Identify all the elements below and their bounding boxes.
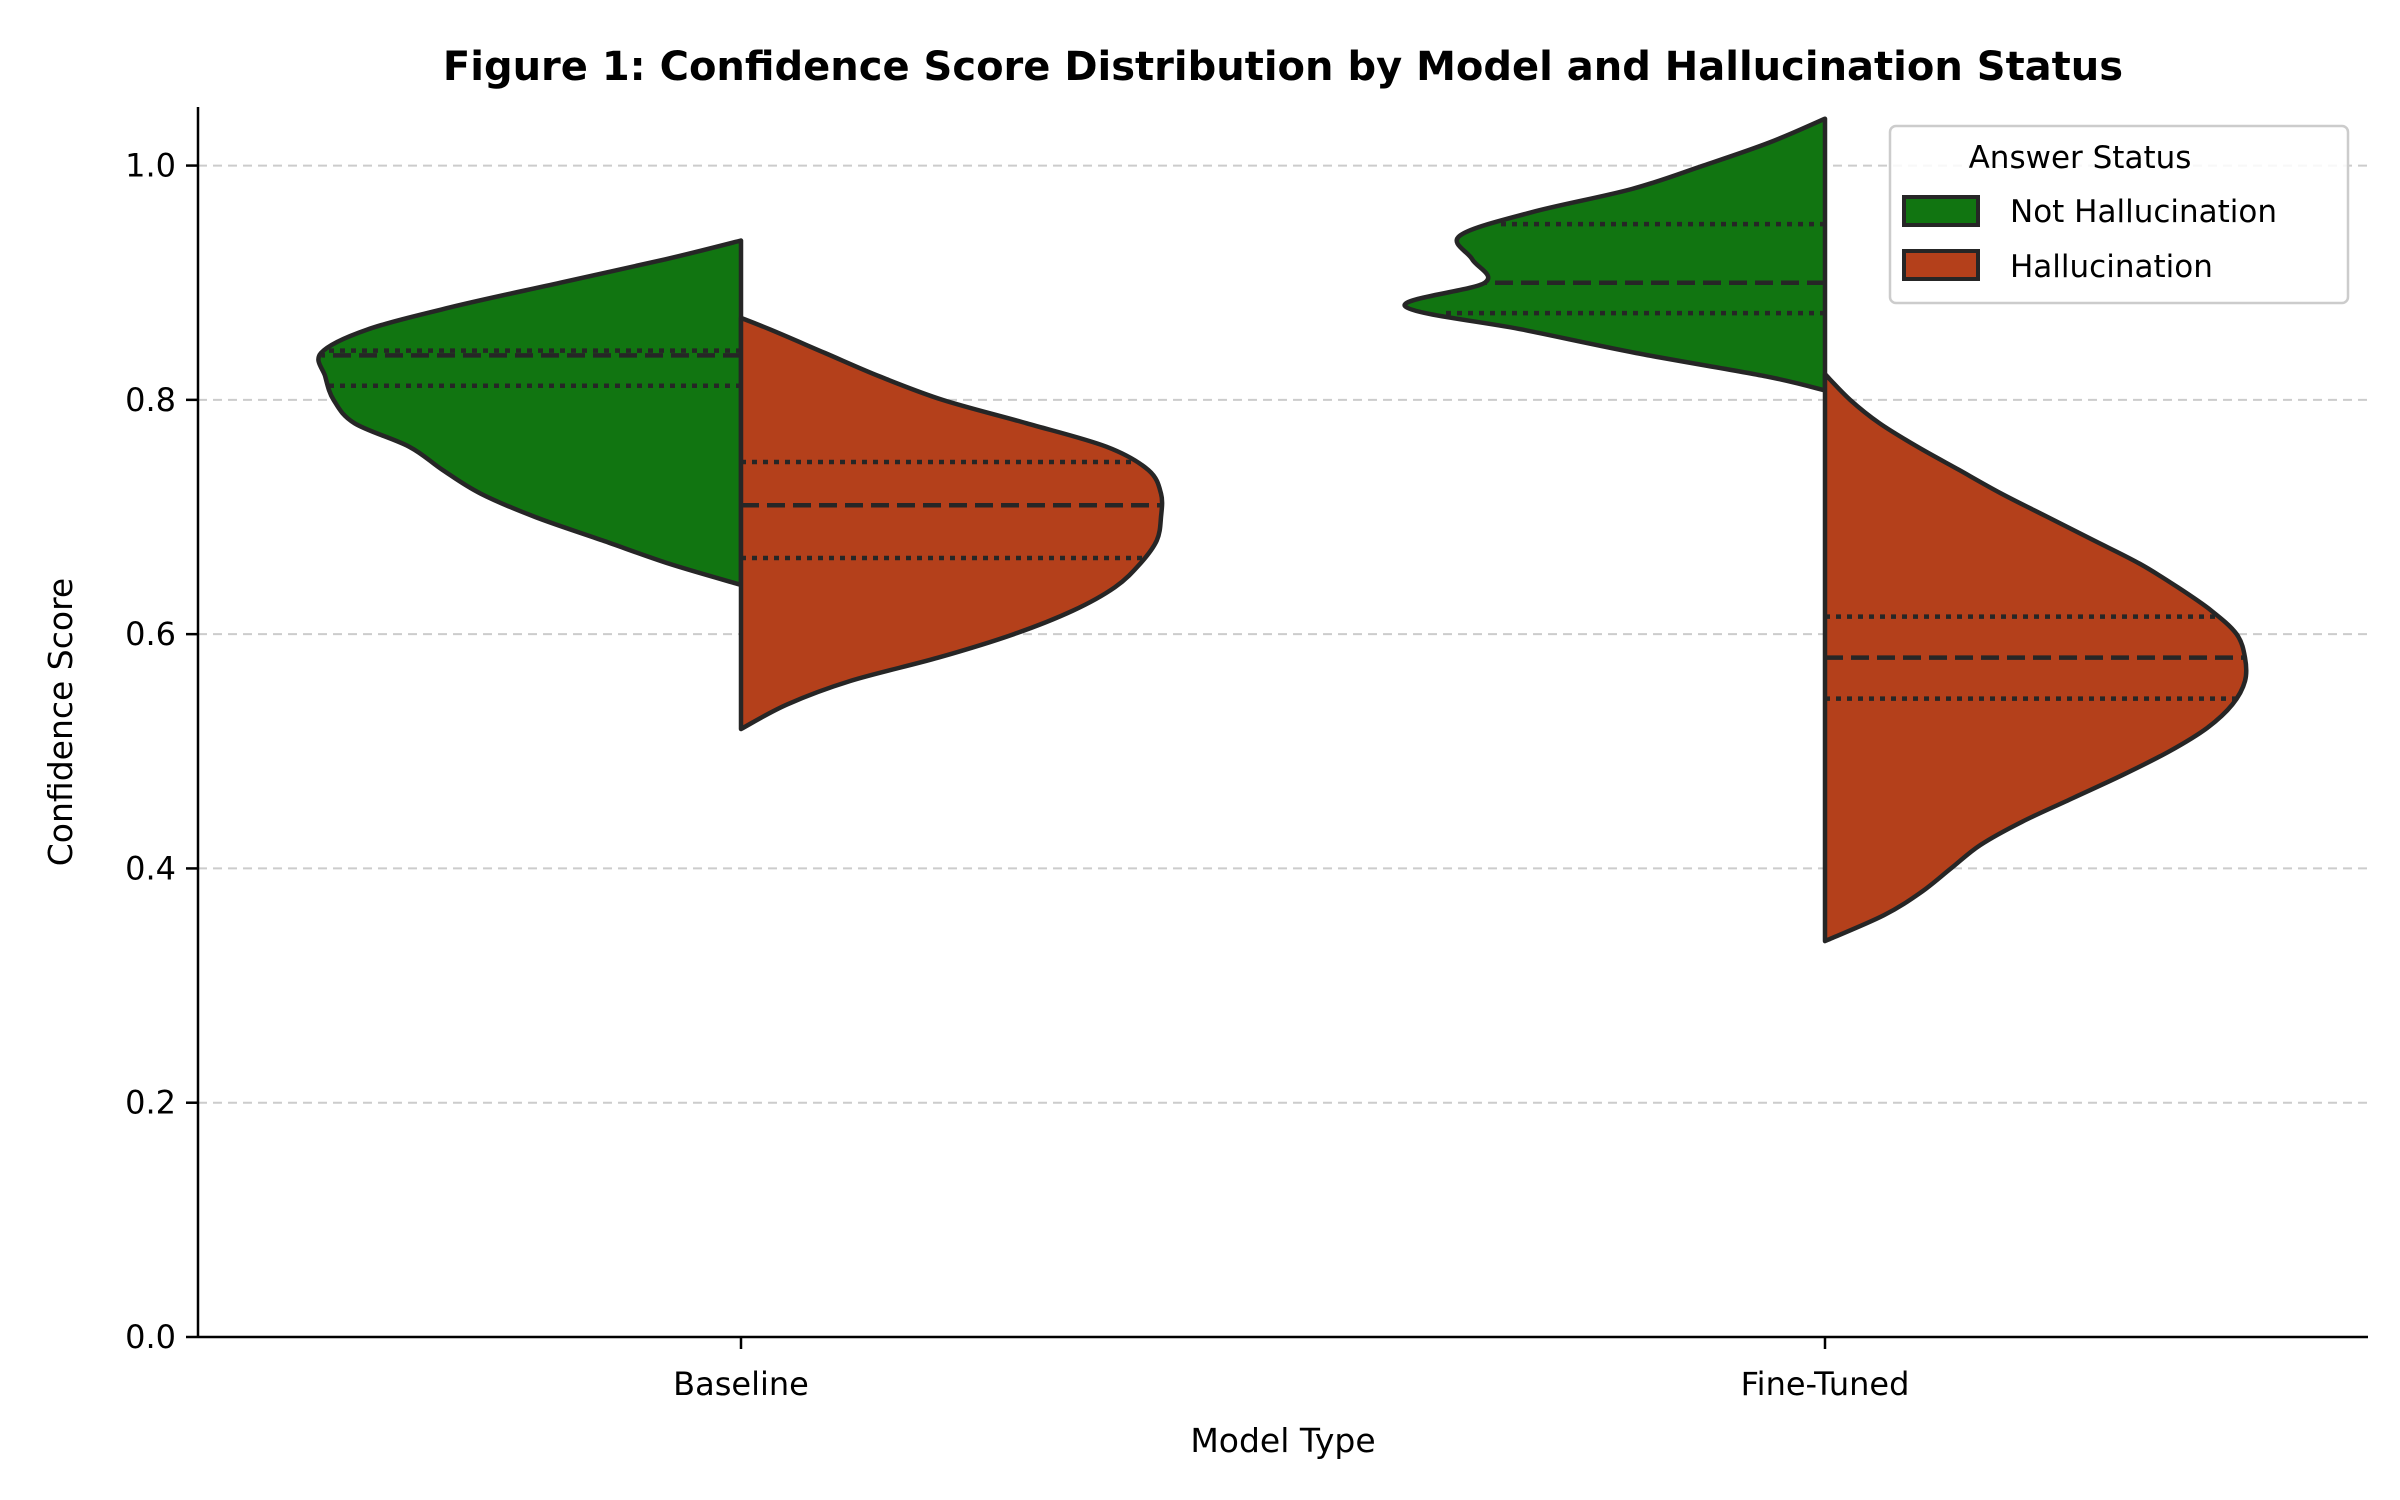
- y-tick-label: 0.2: [125, 1084, 176, 1122]
- violin-hallucination-fine-tuned: [1822, 371, 2249, 944]
- y-tick-label: 1.0: [125, 147, 176, 185]
- legend-swatch-not-hallucination: [1902, 195, 1980, 227]
- axes: [196, 107, 2368, 1339]
- y-axis-label: Confidence Score: [41, 578, 80, 866]
- violin-body: [738, 315, 1165, 732]
- legend[interactable]: Answer Status Not Hallucination Hallucin…: [1888, 124, 2350, 305]
- x-tick-label: Baseline: [673, 1365, 809, 1403]
- legend-item-not-hallucination[interactable]: Not Hallucination: [1902, 194, 2277, 230]
- chart-title: Figure 1: Confidence Score Distribution …: [443, 44, 2123, 90]
- x-tick-label: Fine-Tuned: [1741, 1365, 1910, 1403]
- y-tick-label: 0.0: [125, 1318, 176, 1356]
- y-tick-label: 0.6: [125, 615, 176, 653]
- legend-label-hallucination: Hallucination: [2010, 249, 2213, 285]
- legend-label-not-hallucination: Not Hallucination: [2010, 194, 2277, 230]
- legend-title: Answer Status: [1969, 140, 2192, 176]
- x-axis-label: Model Type: [1190, 1421, 1375, 1460]
- legend-swatch-hallucination: [1902, 249, 1980, 281]
- violins: [316, 116, 2249, 944]
- y-ticks: 0.0 0.2 0.4 0.6 0.8 1.0: [125, 147, 198, 1356]
- violin-not-hallucination-fine-tuned: [1402, 116, 1828, 393]
- y-tick-label: 0.4: [125, 849, 176, 887]
- legend-frame: [1888, 124, 2350, 305]
- x-ticks: Baseline Fine-Tuned: [673, 1337, 1909, 1403]
- legend-item-hallucination[interactable]: Hallucination: [1902, 249, 2213, 285]
- violin-hallucination-baseline: [738, 315, 1165, 732]
- violin-not-hallucination-baseline: [316, 238, 744, 588]
- violin-body: [316, 238, 744, 588]
- y-tick-label: 0.8: [125, 381, 176, 419]
- violin-body: [1402, 116, 1828, 393]
